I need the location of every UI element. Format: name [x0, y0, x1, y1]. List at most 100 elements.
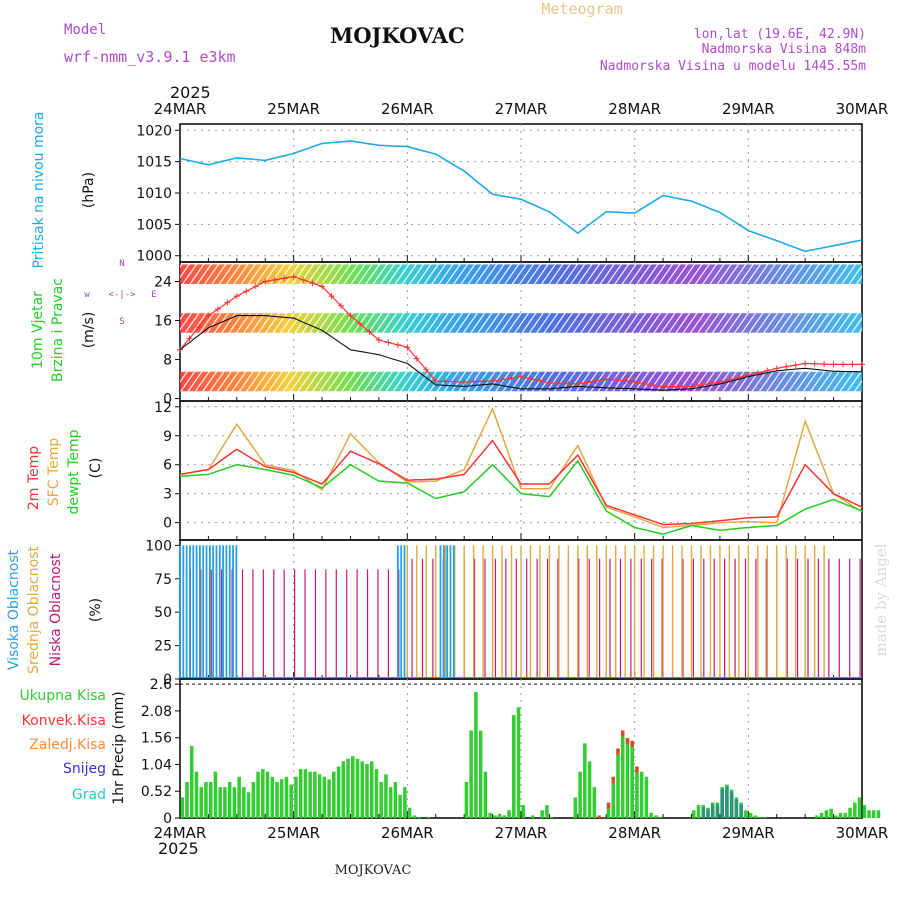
pressure-units: (hPa): [81, 172, 97, 208]
wind-title-line2: Brzina i Pravac: [50, 278, 66, 382]
precip-bar: [308, 771, 312, 818]
gust-marker: [205, 312, 212, 319]
gust-marker: [603, 376, 610, 383]
y-tick-label: 0: [163, 516, 172, 532]
pressure-title: Pritisak na nivou mora: [31, 111, 47, 268]
precip-bar: [384, 774, 388, 818]
gust-marker: [536, 377, 543, 384]
year-top: 2025: [170, 83, 211, 102]
y-tick-label: 0: [163, 392, 172, 408]
snow-mix-bar: [725, 786, 729, 818]
y-tick-label: 2.6: [150, 677, 172, 693]
precip-bar: [388, 787, 393, 818]
date-label-top: 28MAR: [608, 100, 661, 118]
gust-marker: [792, 362, 799, 369]
gust-marker: [224, 299, 231, 306]
legend-graupel: Grad: [72, 787, 106, 803]
precip-bar: [232, 787, 237, 818]
precip-bar: [583, 743, 587, 818]
gust-marker: [375, 337, 382, 344]
date-label-top: 24MAR: [154, 100, 207, 118]
precip-bar: [369, 761, 374, 818]
gust-marker: [783, 363, 790, 370]
gust-marker: [555, 380, 562, 387]
precip-bar: [639, 771, 644, 818]
precip-bar: [853, 802, 857, 818]
y-tick-label: 1005: [136, 217, 172, 233]
y-tick-label: 1015: [136, 155, 172, 171]
precip-bar: [848, 807, 852, 818]
convective-bar: [611, 776, 616, 783]
y-tick-label: 1.04: [141, 757, 172, 773]
precip-bar: [744, 810, 748, 818]
precip-bar: [616, 748, 620, 818]
precip-bar: [871, 810, 876, 818]
y-tick-label: 1010: [136, 186, 172, 202]
wind-band-hatch: [180, 313, 862, 333]
gust-marker: [347, 312, 354, 319]
precip-bar: [284, 776, 289, 818]
precip-bar: [180, 797, 185, 818]
precip-bar: [587, 761, 592, 818]
snow-mix-bar: [720, 789, 724, 818]
precip-bar: [857, 797, 862, 818]
gust-marker: [840, 361, 847, 368]
snow-mix-bar: [706, 809, 710, 818]
gust-marker: [281, 275, 288, 282]
precip-bar: [294, 776, 298, 818]
high-cloud-title: Visoka Oblacnost: [6, 549, 22, 670]
gust-marker: [338, 302, 345, 309]
precip-bar: [412, 815, 417, 818]
precip-bar: [346, 758, 350, 818]
gust-marker: [821, 361, 828, 368]
precip-bar: [478, 730, 483, 818]
gust-marker: [394, 341, 401, 348]
gust-marker: [593, 377, 600, 384]
convective-bar: [630, 740, 634, 747]
precip-bar: [753, 815, 758, 818]
precip-bar: [374, 769, 379, 818]
precip-bar: [426, 816, 431, 818]
gust-marker: [669, 383, 676, 390]
gust-marker: [300, 276, 307, 283]
snow-mix-bar: [739, 804, 743, 818]
low-cloud-title: Niska Oblacnost: [48, 553, 64, 666]
temp-2m-line: [179, 439, 863, 526]
precip-bar: [592, 787, 597, 818]
date-label-top: 25MAR: [267, 100, 320, 118]
convective-bar: [620, 730, 625, 737]
convective-bar: [597, 815, 601, 818]
precip-bar: [483, 771, 488, 818]
gust-marker: [631, 378, 638, 385]
y-tick-label: 1.56: [141, 731, 172, 747]
date-label-bottom: 24MAR: [154, 824, 207, 842]
precip-bar: [227, 781, 232, 818]
gust-marker: [461, 378, 468, 385]
precip-bar: [502, 815, 507, 818]
legend-convective: Konvek.Kisa: [22, 713, 106, 729]
gust-marker: [385, 339, 392, 346]
precip-bar: [815, 815, 819, 818]
precip-bar: [545, 805, 549, 818]
model-name: wrf-nmm_v3.9.1 e3km: [64, 48, 236, 66]
precip-bar: [237, 776, 241, 818]
date-label-top: 29MAR: [722, 100, 775, 118]
legend-snow: Snijeg: [63, 761, 106, 777]
gust-marker: [660, 383, 667, 390]
pressure-panel: Pritisak na nivou mora (hPa) 1000 1005 101…: [31, 111, 863, 269]
gust-marker: [612, 377, 619, 384]
wind-band-hatch: [180, 264, 862, 284]
gust-marker: [356, 320, 363, 327]
precip-bar: [208, 781, 213, 818]
date-label-bottom: 27MAR: [495, 824, 548, 842]
precip-bar: [758, 816, 762, 818]
snow-mix-bar: [710, 804, 715, 818]
precip-bar: [862, 805, 867, 818]
precip-bar: [696, 805, 701, 818]
gust-marker: [811, 360, 818, 367]
compass-north: N: [119, 259, 124, 269]
gust-marker: [508, 375, 515, 382]
precip-bar: [398, 794, 402, 818]
precip-bar: [464, 781, 469, 818]
panel-frame: [179, 123, 863, 263]
